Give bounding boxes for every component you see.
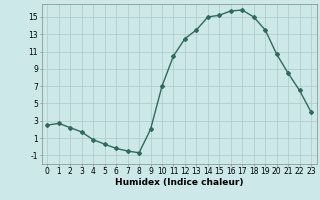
X-axis label: Humidex (Indice chaleur): Humidex (Indice chaleur): [115, 178, 244, 187]
